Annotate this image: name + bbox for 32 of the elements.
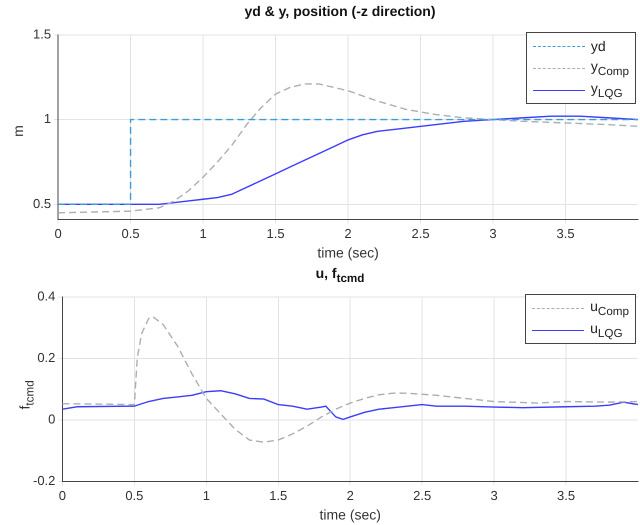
x-tick-label: 0 bbox=[58, 488, 66, 503]
legend-label: y$_{Comp}$ bbox=[590, 58, 629, 78]
x-axis-title: time (sec) bbox=[319, 506, 381, 522]
legend-label: u$_{LQG}$ bbox=[590, 320, 623, 340]
y-tick-label: 1.5 bbox=[32, 26, 52, 42]
y-tick-label: -0.2 bbox=[32, 473, 56, 488]
y-tick-label: 1 bbox=[44, 111, 52, 126]
y-tick-label: 0.5 bbox=[32, 196, 52, 211]
x-tick-label: 2.5 bbox=[411, 226, 430, 241]
x-tick-label: 1 bbox=[202, 488, 210, 503]
x-tick-label: 3 bbox=[490, 488, 498, 503]
x-tick-label: 0.5 bbox=[125, 488, 144, 503]
chart-title: yd & y, position (-z direction) bbox=[243, 2, 437, 21]
x-tick-label: 2 bbox=[344, 226, 352, 241]
x-tick-label: 1.5 bbox=[269, 488, 288, 503]
x-axis-title: time (sec) bbox=[317, 244, 379, 260]
x-tick-label: 2.5 bbox=[413, 488, 432, 503]
x-tick-label: 3.5 bbox=[556, 226, 575, 241]
legend-label: y$_{LQG}$ bbox=[590, 80, 623, 100]
y-tick-label: 0 bbox=[48, 412, 56, 427]
y-tick-label: 0.4 bbox=[37, 288, 56, 304]
y-tick-label: 0.2 bbox=[37, 350, 56, 365]
legend-label: u$_{Comp}$ bbox=[590, 298, 629, 318]
x-tick-label: 1.5 bbox=[266, 226, 285, 241]
x-tick-label: 3 bbox=[489, 226, 497, 241]
x-tick-label: 3.5 bbox=[557, 488, 576, 503]
legend-label: yd bbox=[590, 38, 606, 54]
x-tick-label: 1 bbox=[199, 226, 207, 241]
y-axis-title: m bbox=[10, 125, 26, 137]
x-tick-label: 0.5 bbox=[122, 226, 140, 241]
chart-title: u, f$_{tcmd}$ bbox=[314, 264, 366, 286]
x-tick-label: 2 bbox=[346, 488, 354, 503]
